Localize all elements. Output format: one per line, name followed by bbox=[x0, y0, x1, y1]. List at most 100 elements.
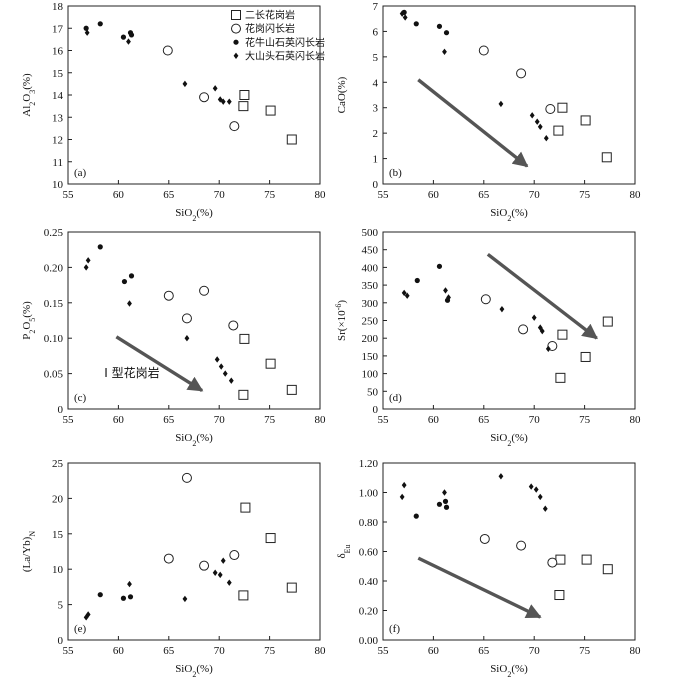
plot-frame bbox=[382, 462, 636, 641]
plot-frame bbox=[382, 5, 636, 185]
open-square-marker bbox=[602, 316, 613, 327]
x-tick-label: 75 bbox=[579, 189, 591, 201]
legend-entry-label: 大山头石英闪长岩 bbox=[245, 49, 325, 62]
x-tick-label: 55 bbox=[63, 414, 75, 426]
filled-diamond-marker bbox=[442, 489, 447, 496]
open-square-marker bbox=[238, 101, 249, 112]
plot-frame bbox=[382, 231, 636, 410]
x-tick-label: 70 bbox=[529, 189, 541, 201]
plot-frame bbox=[67, 462, 321, 641]
x-tick-label: 70 bbox=[529, 414, 541, 426]
x-axis-label: SiO2(%) bbox=[490, 432, 528, 448]
y-tick-label: 1.20 bbox=[359, 458, 379, 470]
filled-diamond-marker bbox=[402, 14, 408, 21]
x-tick-label: 65 bbox=[163, 189, 175, 201]
panel-label: (e) bbox=[74, 623, 87, 635]
open-circle-marker bbox=[163, 553, 174, 564]
filled-diamond-marker bbox=[228, 377, 234, 384]
x-tick-label: 75 bbox=[579, 645, 591, 657]
open-square-marker bbox=[286, 134, 297, 145]
open-square-marker bbox=[580, 115, 591, 126]
y-tick-label: 18 bbox=[52, 1, 64, 13]
y-axis-label: Sr(×10-6) bbox=[334, 300, 349, 341]
y-tick-label: 100 bbox=[362, 369, 379, 381]
y-axis-label: Al2O3(%) bbox=[21, 73, 37, 117]
x-tick-label: 55 bbox=[378, 645, 390, 657]
y-tick-label: 0 bbox=[373, 404, 379, 416]
y-tick-label: 450 bbox=[362, 245, 379, 257]
y-tick-label: 0.20 bbox=[44, 262, 64, 274]
open-square-marker bbox=[286, 384, 297, 395]
open-circle-marker bbox=[199, 560, 210, 571]
y-tick-label: 0.00 bbox=[359, 635, 379, 647]
legend-open-square-marker bbox=[231, 10, 241, 20]
open-square-marker bbox=[239, 90, 250, 100]
x-tick-label: 65 bbox=[478, 189, 490, 201]
filled-circle-marker bbox=[120, 595, 127, 601]
filled-diamond-marker bbox=[498, 100, 504, 108]
plot-panel-a: 55 60 65 70 75 80 10 11 12 13 14 15 16 17 18 SiO2(%) Al2… bbox=[21, 1, 326, 223]
filled-diamond-marker bbox=[399, 493, 405, 501]
filled-diamond-marker bbox=[537, 493, 543, 501]
y-tick-label: 50 bbox=[367, 386, 379, 398]
open-square-marker bbox=[557, 329, 568, 340]
open-circle-marker bbox=[199, 285, 210, 296]
y-tick-label: 0.80 bbox=[359, 517, 379, 529]
open-square-marker bbox=[238, 389, 249, 400]
plot-panel-e: 55 60 65 70 75 80 0 5 10 15 20 25 SiO2(%) (La/Yb)N (e) bbox=[21, 458, 326, 679]
y-tick-label: 400 bbox=[362, 262, 379, 274]
y-tick-label: 0.60 bbox=[359, 547, 379, 559]
open-square-marker bbox=[265, 533, 276, 544]
x-tick-label: 55 bbox=[378, 189, 390, 201]
filled-diamond-marker bbox=[533, 486, 539, 493]
y-tick-label: 10 bbox=[52, 564, 64, 576]
filled-diamond-marker bbox=[220, 98, 226, 105]
open-circle-marker bbox=[163, 290, 174, 301]
y-tick-label: 10 bbox=[52, 179, 64, 191]
plot-panel-c: 55 60 65 70 75 80 0 0.05 0.10 0.15 0.20 0.25 SiO2(%)… bbox=[21, 227, 326, 448]
filled-diamond-marker bbox=[499, 305, 505, 313]
open-circle-marker bbox=[547, 557, 558, 568]
open-circle-marker bbox=[229, 121, 240, 132]
x-tick-label: 60 bbox=[113, 414, 125, 426]
y-tick-label: 250 bbox=[362, 316, 379, 328]
open-square-marker bbox=[265, 105, 276, 116]
y-tick-label: 11 bbox=[52, 157, 63, 169]
x-tick-label: 65 bbox=[163, 645, 175, 657]
open-circle-marker bbox=[228, 320, 239, 331]
filled-circle-marker bbox=[413, 21, 419, 27]
y-tick-label: 7 bbox=[373, 1, 379, 13]
filled-diamond-marker bbox=[212, 85, 218, 92]
open-square-marker bbox=[239, 333, 250, 344]
y-tick-label: 200 bbox=[362, 333, 379, 345]
filled-diamond-marker bbox=[218, 363, 224, 370]
plot-panel-f: 55 60 65 70 75 80 0.00 0.20 0.40 0.60 0.80 1.00 1.20… bbox=[336, 458, 641, 679]
trend-arrow bbox=[417, 556, 542, 619]
x-tick-label: 75 bbox=[264, 414, 276, 426]
filled-diamond-marker bbox=[401, 481, 407, 489]
panel-label: (b) bbox=[389, 167, 402, 179]
filled-circle-marker bbox=[127, 594, 134, 600]
filled-diamond-marker bbox=[212, 569, 218, 576]
filled-diamond-marker bbox=[226, 579, 232, 586]
filled-diamond-marker bbox=[222, 370, 228, 377]
y-tick-label: 5 bbox=[58, 600, 64, 612]
x-tick-label: 70 bbox=[529, 645, 541, 657]
x-tick-label: 60 bbox=[428, 414, 440, 426]
y-tick-label: 350 bbox=[362, 280, 379, 292]
legend-filled-diamond-marker bbox=[233, 52, 239, 59]
open-square-marker bbox=[580, 351, 591, 362]
filled-diamond-marker bbox=[182, 595, 188, 603]
open-square-marker bbox=[553, 125, 564, 136]
filled-diamond-marker bbox=[184, 335, 190, 342]
y-tick-label: 0.15 bbox=[44, 298, 64, 310]
open-square-marker bbox=[238, 590, 249, 601]
y-tick-label: 6 bbox=[373, 26, 379, 38]
panel-label: (a) bbox=[74, 167, 87, 179]
filled-circle-marker bbox=[443, 30, 450, 36]
open-circle-marker bbox=[162, 45, 173, 56]
filled-diamond-marker bbox=[534, 118, 540, 125]
trend-arrow bbox=[115, 335, 204, 393]
x-tick-label: 75 bbox=[264, 645, 276, 657]
y-tick-label: 0 bbox=[58, 404, 64, 416]
